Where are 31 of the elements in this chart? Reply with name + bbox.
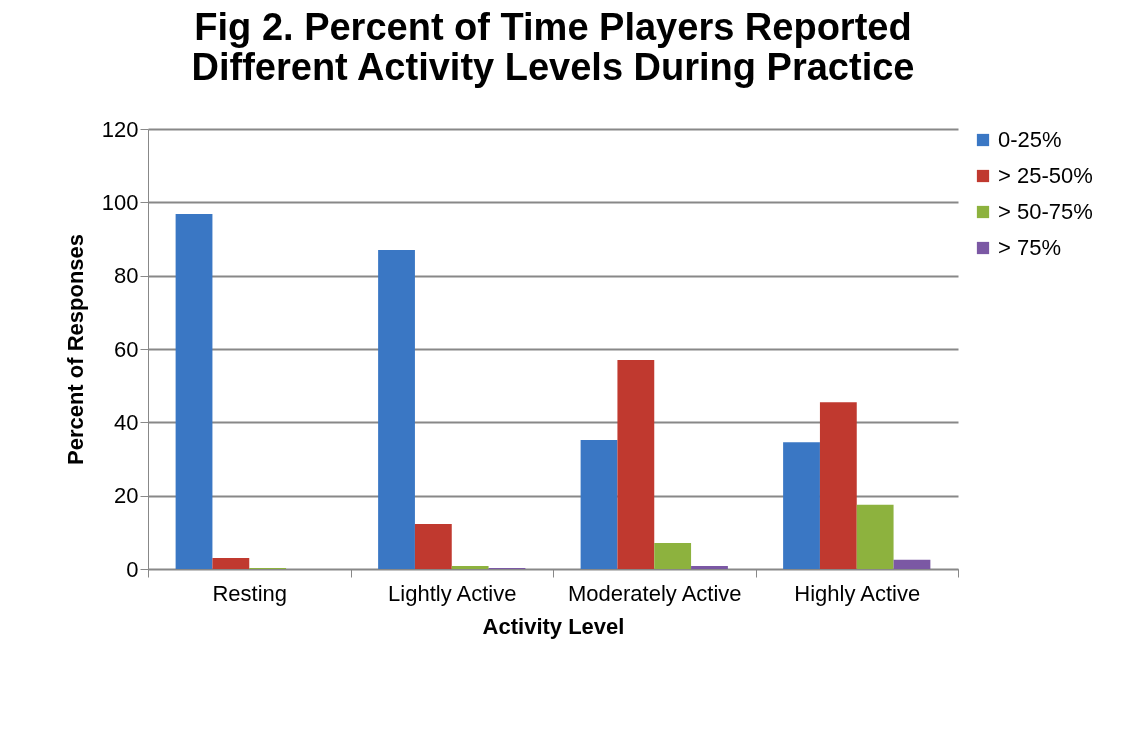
- y-tick-label: 0: [126, 556, 139, 582]
- legend-label: > 50-75%: [998, 199, 1093, 224]
- x-axis-title: Activity Level: [482, 613, 625, 639]
- legend-label: > 25-50%: [998, 163, 1093, 188]
- y-tick-label: 100: [101, 189, 139, 215]
- bar: [783, 442, 820, 569]
- bar: [212, 558, 250, 569]
- x-tick-label: Highly Active: [794, 580, 921, 606]
- y-tick-label: 40: [114, 409, 139, 435]
- legend-label: 0-25%: [998, 127, 1062, 152]
- bar: [893, 559, 931, 569]
- bar: [691, 566, 728, 569]
- bar: [617, 360, 655, 569]
- y-tick-label: 20: [114, 483, 139, 509]
- bar: [580, 439, 618, 569]
- y-axis-title: Percent of Responses: [62, 233, 88, 466]
- x-tick-label: Resting: [212, 580, 288, 606]
- bar: [819, 402, 857, 569]
- bar: [414, 523, 452, 569]
- text: Fig 2. Percent of Time Players Reported: [194, 6, 912, 48]
- bar: [378, 250, 415, 569]
- legend-label: > 75%: [998, 235, 1061, 260]
- bar: [856, 504, 894, 569]
- bar: [654, 542, 692, 569]
- bar: [451, 566, 489, 569]
- x-tick-label: Lightly Active: [388, 580, 517, 606]
- bar: [175, 214, 213, 569]
- y-tick-label: 80: [114, 263, 139, 289]
- y-tick-label: 120: [101, 116, 139, 142]
- x-tick-label: Moderately Active: [567, 580, 742, 606]
- y-tick-label: 60: [114, 336, 139, 362]
